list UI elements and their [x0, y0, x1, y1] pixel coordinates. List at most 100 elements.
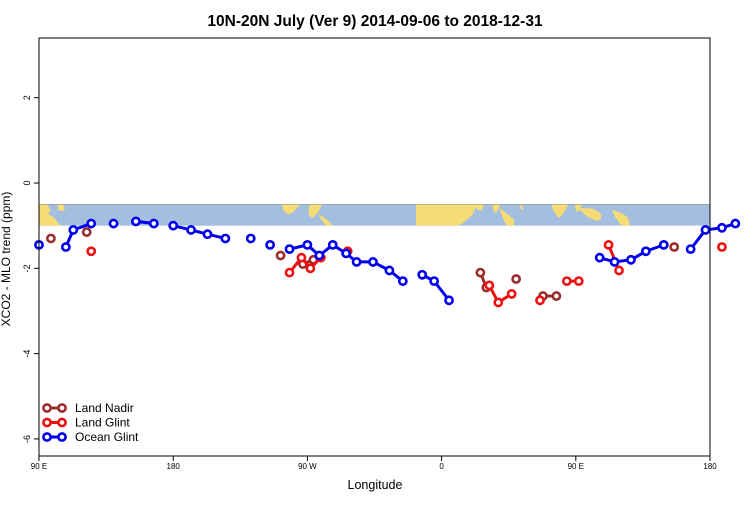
data-point-ocean-glint — [730, 218, 741, 229]
data-point-land-nadir — [46, 233, 56, 244]
data-point-ocean-glint — [220, 233, 231, 244]
map-landmass — [58, 204, 65, 212]
x-tick-label: 180 — [703, 462, 717, 471]
legend-swatch-marker — [57, 417, 67, 428]
x-tick-label: 90 E — [568, 462, 584, 471]
data-point-land-nadir — [511, 274, 522, 284]
data-point-ocean-glint — [148, 218, 159, 229]
x-tick-label: 0 — [439, 462, 444, 471]
axes: 2 0 -2 -4 -6 90 E 180 90 W 0 90 E 180 — [22, 95, 717, 471]
legend-swatch-marker — [57, 403, 67, 413]
map-landmass — [492, 204, 500, 214]
data-point-ocean-glint — [700, 225, 711, 235]
data-point-ocean-glint — [640, 246, 651, 257]
data-point-land-nadir — [275, 250, 286, 261]
x-tick-label: 90 W — [298, 462, 317, 471]
map-landmass — [575, 204, 582, 213]
data-point-ocean-glint — [351, 257, 362, 267]
data-point-ocean-glint — [341, 248, 352, 259]
data-point-land-nadir — [475, 267, 486, 278]
map-landmass — [416, 204, 476, 226]
data-point-land-glint — [493, 297, 504, 308]
series-layer — [34, 216, 741, 308]
y-tick-label: -6 — [22, 435, 32, 443]
data-point-ocean-glint — [86, 218, 97, 229]
data-point-land-nadir — [551, 291, 562, 301]
data-point-ocean-glint — [368, 257, 378, 267]
data-point-land-nadir — [81, 227, 92, 237]
y-tick-label: -2 — [22, 264, 32, 272]
series-land-nadir — [46, 227, 680, 301]
map-landmass — [500, 208, 514, 226]
legend-label: Ocean Glint — [75, 430, 139, 444]
legend-label: Land Nadir — [75, 401, 134, 415]
data-point-ocean-glint — [384, 265, 395, 276]
map-landmass — [40, 212, 60, 226]
world-map-band — [39, 204, 710, 226]
data-point-ocean-glint — [168, 220, 179, 231]
data-point-ocean-glint — [131, 216, 141, 227]
data-point-land-glint — [506, 289, 517, 299]
chart-title: 10N-20N July (Ver 9) 2014-09-06 to 2018-… — [207, 13, 543, 30]
data-point-land-glint — [603, 239, 614, 250]
map-landmass — [318, 214, 333, 226]
data-point-ocean-glint — [314, 250, 325, 261]
x-axis-label: Longitude — [348, 478, 403, 492]
series-ocean-glint — [34, 216, 741, 306]
map-landmass — [578, 208, 602, 221]
data-point-ocean-glint — [284, 244, 295, 255]
data-point-ocean-glint — [417, 269, 428, 280]
data-point-ocean-glint — [108, 218, 119, 229]
y-tick-label: -4 — [22, 350, 32, 358]
data-point-land-glint — [296, 252, 307, 263]
legend-swatch-marker — [42, 432, 52, 442]
data-point-ocean-glint — [609, 257, 620, 267]
legend-label: Land Glint — [75, 416, 130, 430]
data-point-land-glint — [614, 265, 624, 276]
x-tick-label: 90 E — [31, 462, 47, 471]
y-tick-label: 2 — [22, 95, 32, 100]
data-point-ocean-glint — [68, 225, 79, 235]
legend-swatch-marker — [42, 417, 52, 428]
legend-item-land-nadir: Land Nadir — [42, 401, 134, 415]
data-point-ocean-glint — [302, 239, 313, 250]
map-ocean — [39, 204, 710, 226]
plot-frame — [38, 37, 711, 457]
data-point-ocean-glint — [327, 239, 338, 250]
data-point-ocean-glint — [186, 225, 196, 235]
map-landmass — [612, 210, 630, 226]
data-point-land-glint — [573, 276, 584, 287]
data-point-ocean-glint — [265, 239, 276, 250]
legend-item-land-glint: Land Glint — [42, 416, 130, 430]
data-point-ocean-glint — [594, 252, 605, 263]
data-point-land-glint — [86, 246, 97, 257]
data-point-land-nadir — [669, 242, 680, 252]
legend-swatch-marker — [42, 403, 52, 413]
data-point-ocean-glint — [685, 244, 696, 255]
map-landmass — [474, 204, 484, 211]
data-point-ocean-glint — [717, 222, 727, 233]
data-point-ocean-glint — [626, 254, 636, 265]
data-point-ocean-glint — [429, 276, 440, 287]
y-axis-label: XCO2 - MLO trend (ppm) — [0, 192, 13, 327]
map-landmass — [282, 204, 300, 215]
data-point-ocean-glint — [60, 242, 71, 252]
data-point-land-glint — [535, 295, 545, 306]
map-landmass — [520, 204, 524, 211]
data-point-land-glint — [717, 242, 727, 252]
data-point-land-glint — [305, 263, 316, 274]
legend-item-ocean-glint: Ocean Glint — [42, 430, 139, 444]
data-point-land-glint — [561, 276, 572, 287]
x-tick-label: 180 — [167, 462, 181, 471]
legend-swatch-marker — [57, 432, 67, 442]
data-point-ocean-glint — [245, 233, 256, 244]
map-landmass — [552, 204, 568, 218]
data-point-ocean-glint — [658, 239, 669, 250]
data-point-ocean-glint — [444, 295, 454, 306]
y-tick-label: 0 — [22, 181, 32, 186]
map-landmass — [308, 204, 322, 218]
